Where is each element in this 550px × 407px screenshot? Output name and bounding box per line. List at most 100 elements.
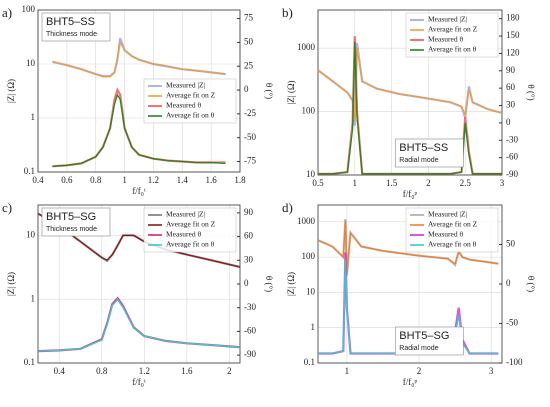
panel-label: d) [282, 200, 293, 215]
annotation-sub: Radial mode [399, 157, 438, 164]
y-tick-label: 10 [306, 169, 316, 179]
y-tick-label: 1 [31, 112, 36, 122]
x-tick-label: 1.8 [234, 175, 246, 185]
x-tick-label: 0.6 [61, 175, 73, 185]
annotation-title: BHT5–SG [399, 330, 449, 342]
annotation-box [394, 138, 464, 168]
x-tick-label: 0.8 [96, 366, 108, 376]
legend-label: Measured |Z| [428, 15, 467, 24]
x-axis-label: f/f₀ᵗ [132, 377, 146, 387]
x-tick-label: 1 [345, 366, 350, 376]
x-tick-label: 1.2 [139, 366, 150, 376]
y2-axis-label: θ (°) [526, 84, 536, 100]
y2-tick-label: 180 [506, 13, 520, 23]
annotation-box [394, 326, 464, 356]
legend-label: Average fit on Z [428, 25, 478, 34]
y2-tick-label: -60 [506, 152, 518, 162]
x-tick-label: 2 [426, 178, 431, 188]
y-axis-label: |Z| (Ω) [286, 80, 296, 104]
x-axis-label: f/f₀ᵖ [403, 189, 418, 199]
panel-label: c) [2, 200, 12, 215]
series-line [52, 40, 226, 78]
x-tick-label: 2.5 [460, 178, 472, 188]
y2-tick-label: -30 [506, 134, 518, 144]
y-tick-label: 1000 [297, 42, 316, 52]
y-tick-label: 10 [26, 58, 36, 68]
y2-tick-label: -100 [506, 357, 523, 367]
legend-label: Measured θ [166, 101, 201, 110]
legend-label: Measured |Z| [166, 81, 205, 90]
y2-axis-label: θ (°) [526, 276, 536, 292]
y2-tick-label: -50 [506, 318, 518, 328]
legend-label: Average fit on θ [166, 111, 215, 120]
series-line [52, 37, 226, 78]
x-tick-label: 2 [417, 366, 422, 376]
plot-frame [317, 9, 503, 176]
y2-tick-label: 150 [506, 30, 520, 40]
y-axis-label: |Z| (Ω) [6, 272, 16, 296]
y2-axis-label: θ (°) [264, 83, 274, 99]
y2-tick-label: -50 [244, 132, 256, 142]
annotation-title: BHT5–SG [46, 211, 96, 223]
x-tick-label: 1.6 [206, 175, 218, 185]
plot-frame [37, 204, 241, 364]
panel-label: a) [2, 5, 12, 20]
y-tick-label: 0.1 [304, 357, 315, 367]
y2-tick-label: -75 [244, 156, 256, 166]
y2-tick-label: -60 [244, 325, 256, 335]
x-tick-label: 0.4 [32, 175, 44, 185]
y2-tick-label: 60 [506, 82, 516, 92]
x-tick-label: 2 [227, 366, 232, 376]
legend-label: Average fit on θ [428, 240, 477, 249]
y-tick-label: 0.1 [24, 357, 35, 367]
y2-tick-label: -90 [506, 169, 518, 179]
series-line [37, 213, 241, 268]
legend-label: Measured |Z| [166, 210, 205, 219]
x-tick-label: 0.5 [312, 178, 324, 188]
y2-tick-label: 120 [506, 47, 520, 57]
y-tick-label: 10 [306, 286, 316, 296]
x-axis-label: f/f₀ᵗ [132, 186, 146, 196]
y2-tick-label: 30 [244, 254, 254, 264]
x-tick-label: 1.5 [386, 178, 398, 188]
legend-label: Average fit on Z [428, 220, 478, 229]
x-tick-label: 1.6 [181, 366, 193, 376]
legend-label: Measured θ [166, 230, 201, 239]
plot-frame [317, 204, 503, 364]
y-axis-label: |Z| (Ω) [286, 272, 296, 296]
legend-label: Measured θ [428, 35, 463, 44]
x-axis-label: f/f₀ᵖ [403, 377, 418, 387]
annotation-sub: Thickness mode [46, 226, 97, 233]
y2-tick-label: 0 [506, 278, 511, 288]
legend-label: Measured |Z| [428, 210, 467, 219]
legend-label: Average fit on Z [166, 91, 216, 100]
series-line [317, 220, 499, 274]
series-line [37, 296, 241, 353]
y2-tick-label: 60 [244, 231, 254, 241]
y-tick-label: 1 [311, 322, 316, 332]
y-tick-label: 100 [22, 4, 36, 14]
legend-label: Measured θ [428, 230, 463, 239]
y2-tick-label: -25 [244, 108, 256, 118]
panel-label: b) [282, 5, 293, 20]
x-tick-label: 1 [122, 175, 127, 185]
legend-label: Average fit on Z [166, 220, 216, 229]
x-tick-label: 1.4 [177, 175, 189, 185]
annotation-box [41, 12, 111, 42]
series-line [318, 41, 502, 175]
x-tick-label: 3 [500, 178, 505, 188]
y2-tick-label: 75 [244, 13, 254, 23]
x-tick-label: 1.2 [148, 175, 159, 185]
y2-tick-label: 30 [506, 100, 516, 110]
y2-axis-label: θ (°) [264, 276, 274, 292]
y2-tick-label: 90 [244, 207, 254, 217]
y-tick-label: 1000 [297, 216, 316, 226]
y-tick-label: 10 [26, 229, 36, 239]
legend-label: Average fit on θ [428, 45, 477, 54]
x-tick-label: 0.8 [90, 175, 102, 185]
series-line [52, 93, 226, 167]
annotation-sub: Thickness mode [46, 31, 97, 38]
series-line [317, 48, 503, 122]
annotation-title: BHT5–SS [399, 142, 448, 154]
